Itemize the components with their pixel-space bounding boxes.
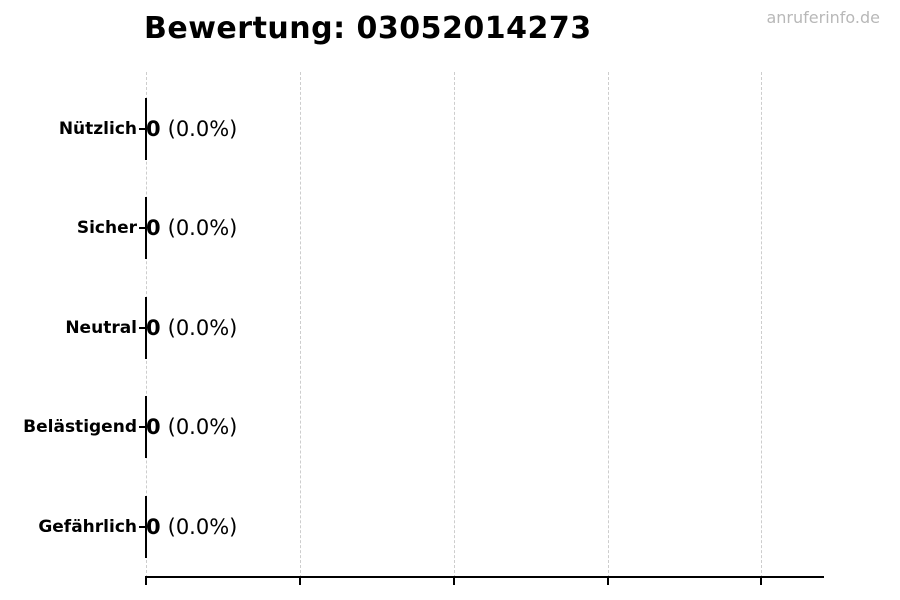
y-axis-tick — [139, 526, 146, 528]
chart-title: Bewertung: 03052014273 — [144, 11, 592, 46]
gridline — [300, 72, 301, 578]
x-axis-tick — [453, 578, 455, 585]
value-percent: (0.0%) — [167, 515, 238, 539]
value-percent: (0.0%) — [167, 316, 238, 340]
value-count: 0 — [146, 415, 161, 439]
value-percent: (0.0%) — [167, 415, 238, 439]
bar-segment — [145, 496, 147, 558]
x-axis-tick — [607, 578, 609, 585]
gridline — [761, 72, 762, 578]
category-label: Nützlich — [58, 119, 137, 139]
value-percent: (0.0%) — [167, 216, 238, 240]
value-count: 0 — [146, 117, 161, 141]
value-annotation: 0 (0.0%) — [146, 213, 237, 243]
bar-segment — [145, 98, 147, 160]
x-axis-tick — [760, 578, 762, 585]
bar-segment — [145, 396, 147, 458]
category-label: Sicher — [76, 218, 137, 238]
value-count: 0 — [146, 316, 161, 340]
category-label: Neutral — [65, 318, 137, 338]
y-axis-tick — [139, 327, 146, 329]
x-axis-line — [145, 576, 824, 578]
gridline — [608, 72, 609, 578]
y-axis-tick — [139, 128, 146, 130]
x-axis-tick — [145, 578, 147, 585]
y-axis-tick — [139, 426, 146, 428]
value-count: 0 — [146, 216, 161, 240]
category-label: Belästigend — [23, 417, 137, 437]
y-axis-tick — [139, 227, 146, 229]
bar-segment — [145, 297, 147, 359]
bar-segment — [145, 197, 147, 259]
value-annotation: 0 (0.0%) — [146, 313, 237, 343]
value-count: 0 — [146, 515, 161, 539]
watermark: anruferinfo.de — [766, 8, 880, 27]
value-annotation: 0 (0.0%) — [146, 412, 237, 442]
gridline — [454, 72, 455, 578]
category-label: Gefährlich — [38, 517, 137, 537]
x-axis-tick — [299, 578, 301, 585]
value-annotation: 0 (0.0%) — [146, 512, 237, 542]
value-annotation: 0 (0.0%) — [146, 114, 237, 144]
value-percent: (0.0%) — [167, 117, 238, 141]
